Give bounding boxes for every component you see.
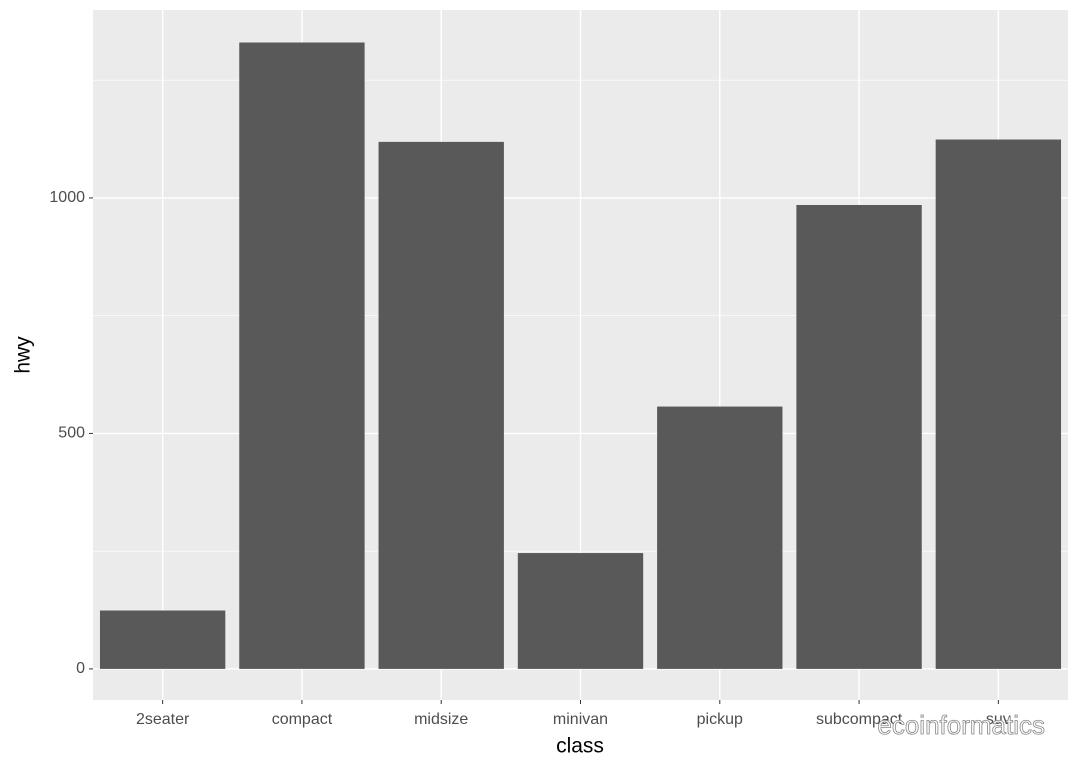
x-tick-label: minivan bbox=[553, 711, 608, 728]
y-tick-label: 1000 bbox=[49, 189, 85, 206]
x-tick-label: suv bbox=[986, 711, 1011, 728]
x-axis-title: class bbox=[556, 735, 604, 758]
bar bbox=[796, 204, 922, 669]
bar bbox=[657, 406, 783, 669]
x-tick-label: midsize bbox=[414, 711, 468, 728]
watermark: ecoinformatics bbox=[877, 710, 1045, 740]
x-tick-label: 2seater bbox=[136, 711, 190, 728]
x-tick-label: pickup bbox=[697, 711, 743, 728]
bar bbox=[239, 42, 365, 669]
x-tick-label: compact bbox=[272, 711, 333, 728]
bar bbox=[935, 139, 1062, 669]
x-tick-label: subcompact bbox=[816, 711, 903, 728]
y-tick-label: 500 bbox=[58, 425, 85, 442]
bar bbox=[517, 553, 644, 669]
bar bbox=[99, 610, 226, 669]
y-axis-title: hwy bbox=[12, 336, 35, 374]
y-tick-label: 0 bbox=[76, 660, 85, 677]
bar bbox=[378, 141, 504, 669]
